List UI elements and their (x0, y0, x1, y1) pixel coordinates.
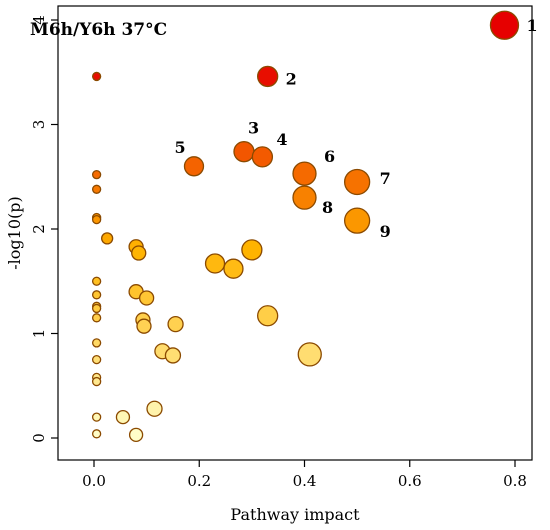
point-label: 8 (322, 198, 333, 217)
point-label: 7 (380, 169, 391, 188)
data-point (91, 214, 102, 225)
y-tick-label: 4 (30, 15, 48, 25)
y-axis: 0 1 2 3 4 (30, 15, 58, 443)
point-label: 5 (174, 138, 185, 157)
data-point (257, 305, 279, 327)
data-point (91, 313, 102, 323)
x-tick-label: 0.2 (187, 472, 211, 490)
data-point (91, 376, 102, 387)
y-tick-label: 2 (30, 224, 48, 234)
data-point (183, 156, 205, 177)
point-labels: 1 2 34 5 6 7 8 9 (174, 16, 537, 241)
data-point (489, 10, 520, 40)
data-point (146, 400, 163, 417)
data-point (167, 315, 184, 333)
x-tick-label: 0.0 (82, 472, 106, 490)
point-label: 1 (526, 16, 537, 35)
data-point (115, 409, 131, 425)
data-point (204, 253, 226, 274)
data-point (251, 146, 274, 168)
y-tick-label: 0 (30, 433, 48, 443)
y-axis-title: -log10(p) (5, 196, 24, 269)
data-point (292, 161, 317, 186)
data-point (343, 168, 371, 196)
plot-frame (57, 5, 533, 461)
data-point (91, 71, 102, 82)
point-label: 6 (324, 147, 335, 166)
data-point (128, 427, 144, 443)
point-label: 2 (286, 69, 297, 88)
x-axis-title: Pathway impact (230, 505, 360, 524)
data-point (241, 239, 263, 261)
data-point (136, 318, 152, 334)
data-point (223, 258, 244, 279)
x-tick-label: 0.8 (503, 472, 527, 490)
point-label: 3 (248, 119, 259, 138)
x-axis: 0.0 0.2 0.4 0.6 0.8 (82, 460, 527, 490)
data-point (138, 290, 155, 306)
data-point (257, 65, 279, 88)
data-point (91, 170, 102, 180)
point-label: 4 (276, 130, 287, 149)
data-point (91, 412, 102, 422)
data-point (91, 184, 102, 194)
data-points (91, 10, 520, 443)
data-point (91, 354, 102, 365)
data-point (91, 303, 102, 314)
data-point (292, 185, 317, 210)
data-point (233, 141, 255, 163)
data-point (297, 342, 322, 367)
x-tick-label: 0.4 (293, 472, 317, 490)
data-point (91, 429, 102, 439)
chart-title: M6h/Y6h 37°C (30, 20, 167, 40)
data-point (343, 207, 371, 234)
y-tick-label: 3 (30, 120, 48, 130)
data-point (91, 290, 102, 300)
data-point (101, 232, 114, 245)
x-tick-label: 0.6 (398, 472, 422, 490)
data-point (164, 347, 182, 364)
point-label: 9 (380, 222, 391, 241)
data-point (91, 276, 102, 286)
y-tick-label: 1 (30, 329, 48, 339)
data-point (131, 245, 147, 261)
data-point (91, 338, 102, 348)
